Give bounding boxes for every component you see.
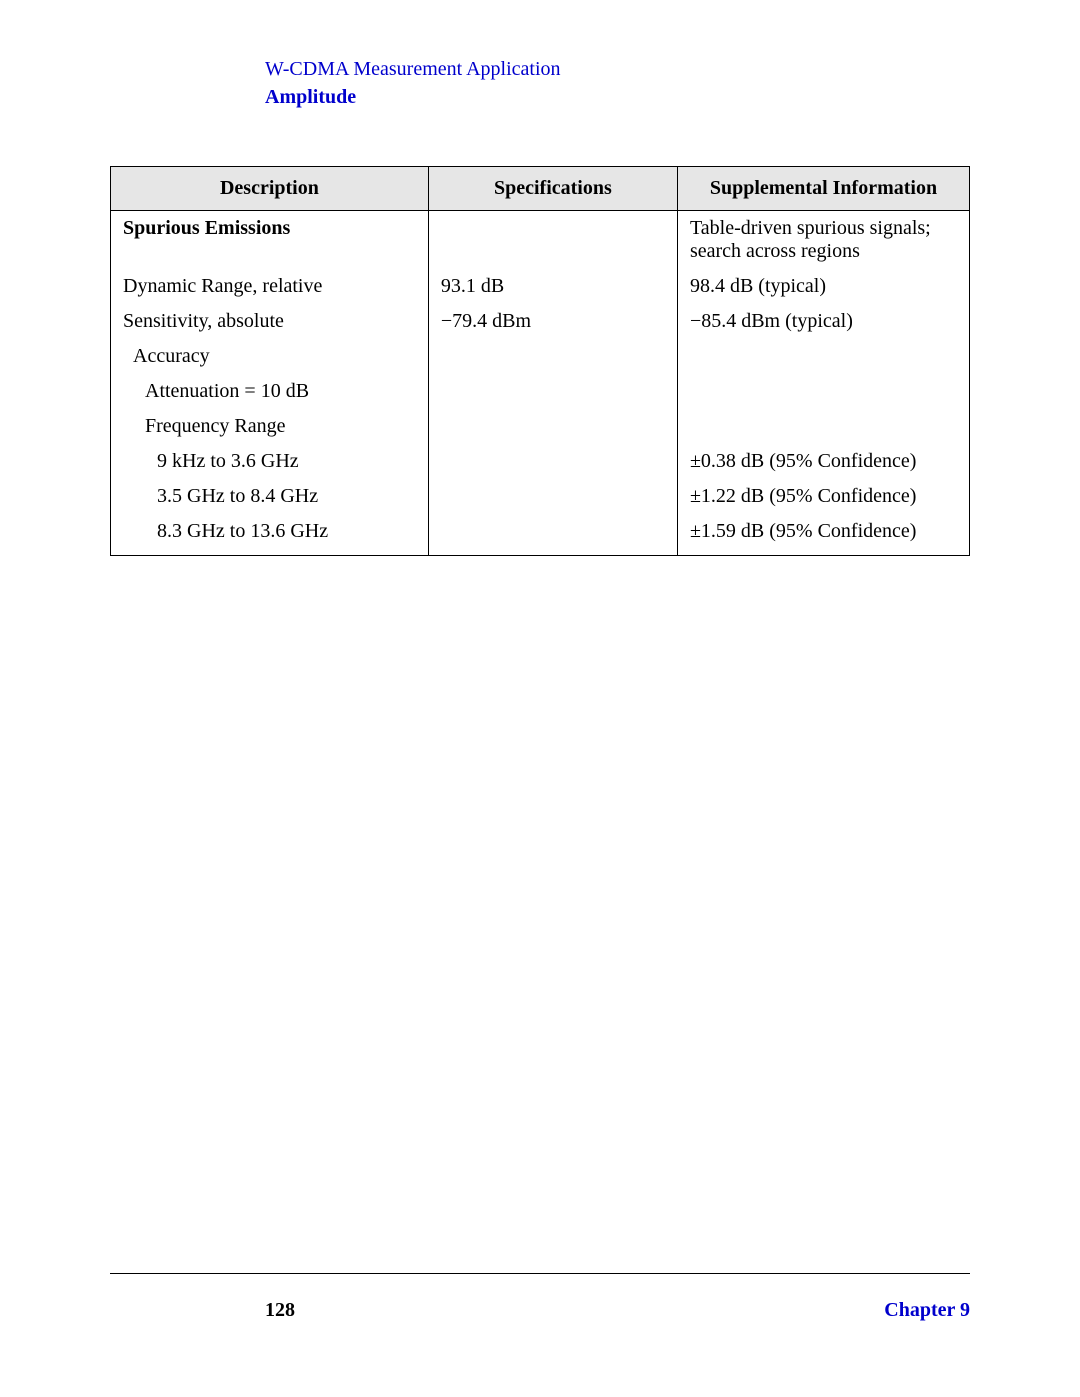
cell-description: Spurious Emissions [123,217,290,239]
cell-supplemental: 98.4 dB (typical) [677,269,969,304]
cell-specification: −79.4 dBm [428,304,677,339]
col-header-description: Description [111,167,429,211]
cell-supplemental [677,339,969,374]
cell-description: 9 kHz to 3.6 GHz [123,450,299,473]
cell-specification [428,211,677,270]
table-row: Frequency Range [111,409,970,444]
page-header: W-CDMA Measurement Application Amplitude [265,55,970,111]
header-section-name: Amplitude [265,83,970,111]
cell-specification [428,514,677,556]
cell-supplemental: −85.4 dBm (typical) [677,304,969,339]
cell-supplemental [677,374,969,409]
cell-specification [428,339,677,374]
cell-supplemental: ±0.38 dB (95% Confidence) [677,444,969,479]
cell-supplemental: ±1.59 dB (95% Confidence) [677,514,969,556]
cell-supplemental: ±1.22 dB (95% Confidence) [677,479,969,514]
cell-specification [428,409,677,444]
header-application-name: W-CDMA Measurement Application [265,55,970,83]
cell-description: 3.5 GHz to 8.4 GHz [123,485,318,508]
cell-description: Accuracy [123,345,210,368]
cell-specification: 93.1 dB [428,269,677,304]
chapter-label: Chapter 9 [884,1299,970,1322]
table-row: 9 kHz to 3.6 GHz ±0.38 dB (95% Confidenc… [111,444,970,479]
cell-description: Attenuation = 10 dB [123,380,309,403]
cell-description: Frequency Range [123,415,286,438]
cell-specification [428,479,677,514]
footer-rule [110,1273,970,1274]
col-header-supplemental: Supplemental Information [677,167,969,211]
cell-specification [428,374,677,409]
table-row: 8.3 GHz to 13.6 GHz ±1.59 dB (95% Confid… [111,514,970,556]
page-footer: 128 Chapter 9 [110,1273,970,1322]
document-page: W-CDMA Measurement Application Amplitude… [0,0,1080,1397]
table-header-row: Description Specifications Supplemental … [111,167,970,211]
cell-specification [428,444,677,479]
col-header-specifications: Specifications [428,167,677,211]
table-row: Dynamic Range, relative 93.1 dB 98.4 dB … [111,269,970,304]
table-row: Accuracy [111,339,970,374]
cell-description: Dynamic Range, relative [111,269,429,304]
page-number: 128 [265,1299,295,1322]
cell-supplemental [677,409,969,444]
specifications-table: Description Specifications Supplemental … [110,166,970,556]
table-row: Attenuation = 10 dB [111,374,970,409]
table-row: 3.5 GHz to 8.4 GHz ±1.22 dB (95% Confide… [111,479,970,514]
cell-description: Sensitivity, absolute [111,304,429,339]
table-row: Sensitivity, absolute −79.4 dBm −85.4 dB… [111,304,970,339]
table-row: Spurious Emissions Table-driven spurious… [111,211,970,270]
cell-description: 8.3 GHz to 13.6 GHz [123,520,328,543]
cell-supplemental: Table-driven spurious signals; search ac… [677,211,969,270]
